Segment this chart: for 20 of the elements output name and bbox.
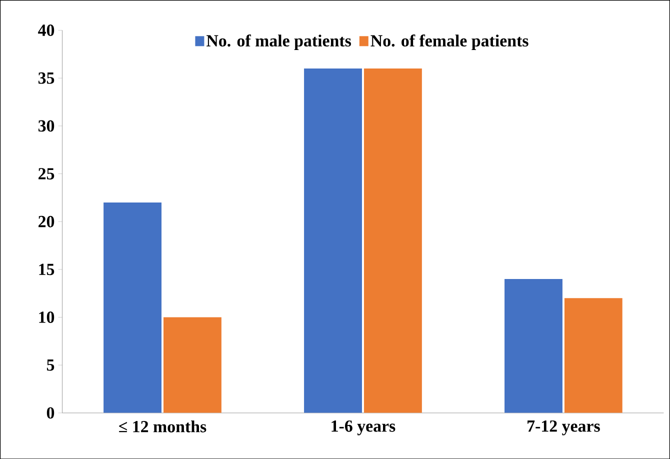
bar — [104, 202, 162, 413]
y-tick-label: 35 — [38, 72, 54, 84]
x-tick-label: 1-6 years — [332, 420, 396, 436]
legend-label: No. of male patients — [206, 34, 351, 50]
y-tick-label: 5 — [46, 359, 54, 371]
bar — [564, 298, 622, 413]
y-tick-label: 25 — [38, 168, 54, 180]
y-tick-label: 40 — [38, 24, 54, 36]
x-tick-label: ≤ 12 months — [119, 420, 206, 432]
y-tick-label: 30 — [38, 120, 54, 132]
y-tick-label: 15 — [39, 264, 54, 276]
y-tick-label: 10 — [39, 311, 54, 323]
y-tick-label: 0 — [46, 407, 54, 419]
bar — [504, 278, 562, 413]
y-tick-label: 20 — [38, 216, 54, 228]
bar — [163, 317, 222, 413]
bar — [304, 68, 362, 413]
legend-label: No. of female patients — [370, 34, 528, 50]
bar — [364, 68, 422, 413]
x-tick-label: 7-12 years — [528, 420, 600, 436]
